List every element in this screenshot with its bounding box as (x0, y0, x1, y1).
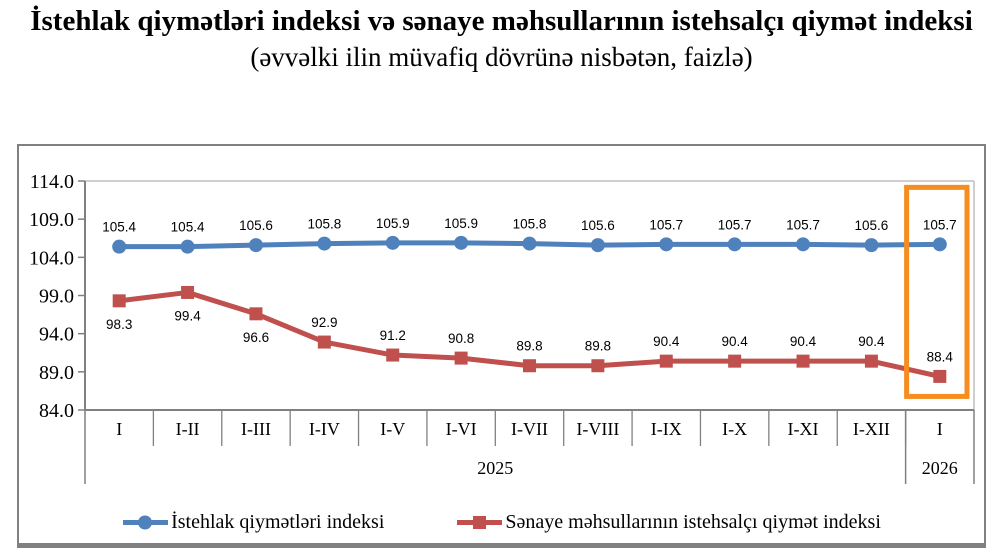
cpi-marker (932, 237, 947, 252)
cpi-data-label: 105.7 (786, 217, 820, 232)
ppi-marker (659, 354, 673, 368)
ppi-data-label: 91.2 (380, 328, 406, 343)
legend-item-cpi: İstehlak qiymətləri indeksi (122, 511, 384, 534)
cpi-data-label: 105.9 (444, 216, 478, 231)
cpi-data-label: 105.6 (239, 218, 273, 233)
ppi-marker (864, 354, 878, 368)
cpi-marker (112, 239, 127, 254)
x-axis-label: I-III (241, 419, 271, 439)
cpi-data-label: 105.7 (649, 217, 683, 232)
x-axis-label: I (116, 419, 122, 439)
cpi-data-label: 105.4 (102, 220, 136, 235)
ppi-data-label: 89.8 (516, 339, 542, 354)
y-axis-label: 94.0 (39, 324, 74, 346)
chart-legend: İstehlak qiymətləri indeksi Sənaye məhsu… (19, 511, 984, 534)
x-axis-label: I-IV (309, 419, 340, 439)
x-axis-label: I-IX (651, 419, 682, 439)
ppi-marker (112, 294, 126, 308)
ppi-data-label: 89.8 (585, 339, 611, 354)
cpi-marker (864, 238, 879, 253)
cpi-marker (248, 238, 263, 253)
highlight-box (904, 184, 970, 399)
ppi-data-label: 90.4 (858, 334, 885, 349)
page-title: İstehlak qiymətləri indeksi və sənaye mə… (30, 5, 973, 37)
ppi-data-label: 92.9 (311, 315, 337, 330)
x-axis-label: I-II (176, 419, 200, 439)
x-axis-label: I-V (380, 419, 405, 439)
cpi-marker (796, 237, 811, 252)
ppi-data-label: 88.4 (927, 349, 954, 364)
cpi-marker (590, 238, 605, 253)
ppi-data-label: 99.4 (174, 308, 201, 323)
cpi-data-label: 105.7 (718, 217, 752, 232)
ppi-marker (249, 307, 263, 321)
ppi-marker (386, 348, 400, 362)
ppi-marker (454, 351, 468, 365)
price-index-chart: 114.0 109.0 104.0 99.0 94.0 89.0 84.0 I I-II I-II… (29, 171, 975, 484)
ppi-marker (317, 335, 331, 349)
ppi-marker (933, 369, 947, 383)
x-axis-label: I (937, 419, 943, 439)
cpi-data-label: 105.6 (581, 218, 615, 233)
ppi-data-label: 90.4 (790, 334, 817, 349)
x-axis-label: I-VI (446, 419, 477, 439)
cpi-data-label: 105.8 (513, 217, 547, 232)
ppi-legend-marker-icon (457, 516, 503, 529)
cpi-marker (522, 236, 537, 251)
y-axis-label: 89.0 (39, 362, 74, 384)
y-axis-label: 84.0 (39, 400, 74, 422)
ppi-data-label: 90.4 (722, 334, 749, 349)
cpi-data-label: 105.6 (855, 218, 889, 233)
x-axis-label: I-XI (788, 419, 819, 439)
cpi-marker (180, 239, 195, 254)
cpi-marker (317, 236, 332, 251)
year-label: 2025 (477, 458, 513, 478)
cpi-marker (454, 235, 469, 250)
cpi-marker (727, 237, 742, 252)
legend-label-cpi: İstehlak qiymətləri indeksi (171, 511, 385, 533)
ppi-marker (523, 359, 536, 373)
legend-label-ppi: Sənaye məhsullarının istehsalçı qiymət i… (505, 511, 881, 533)
cpi-marker (385, 235, 400, 250)
ppi-data-label: 96.6 (243, 330, 269, 345)
y-axis-label: 99.0 (39, 286, 74, 308)
cpi-data-label: 105.7 (923, 217, 957, 232)
y-axis-label: 114.0 (30, 171, 74, 193)
year-label: 2026 (922, 458, 958, 478)
x-axis-label: I-VII (511, 419, 548, 439)
cpi-legend-marker-icon (123, 515, 169, 530)
cpi-data-label: 105.9 (376, 216, 410, 231)
ppi-data-label: 90.8 (448, 331, 474, 346)
page-subtitle: (əvvəlki ilin müvafiq dövrünə nisbətən, … (250, 42, 753, 73)
ppi-data-label: 90.4 (653, 334, 680, 349)
y-axis-label: 109.0 (29, 209, 74, 231)
x-axis-label: I-XII (853, 419, 890, 439)
cpi-data-label: 105.8 (307, 217, 341, 232)
ppi-marker (728, 354, 742, 368)
x-axis-label: I-X (722, 419, 747, 439)
chart-frame: 114.0 109.0 104.0 99.0 94.0 89.0 84.0 I I-II I-II… (17, 144, 986, 548)
legend-item-ppi: Sənaye məhsullarının istehsalçı qiymət i… (456, 511, 881, 534)
ppi-data-label: 98.3 (106, 317, 132, 332)
ppi-marker (181, 285, 195, 299)
y-axis-label: 104.0 (29, 247, 74, 269)
ppi-marker (591, 359, 605, 373)
cpi-marker (659, 237, 674, 252)
cpi-data-label: 105.4 (171, 220, 205, 235)
x-axis-label: I-VIII (576, 419, 619, 439)
ppi-marker (796, 354, 810, 368)
